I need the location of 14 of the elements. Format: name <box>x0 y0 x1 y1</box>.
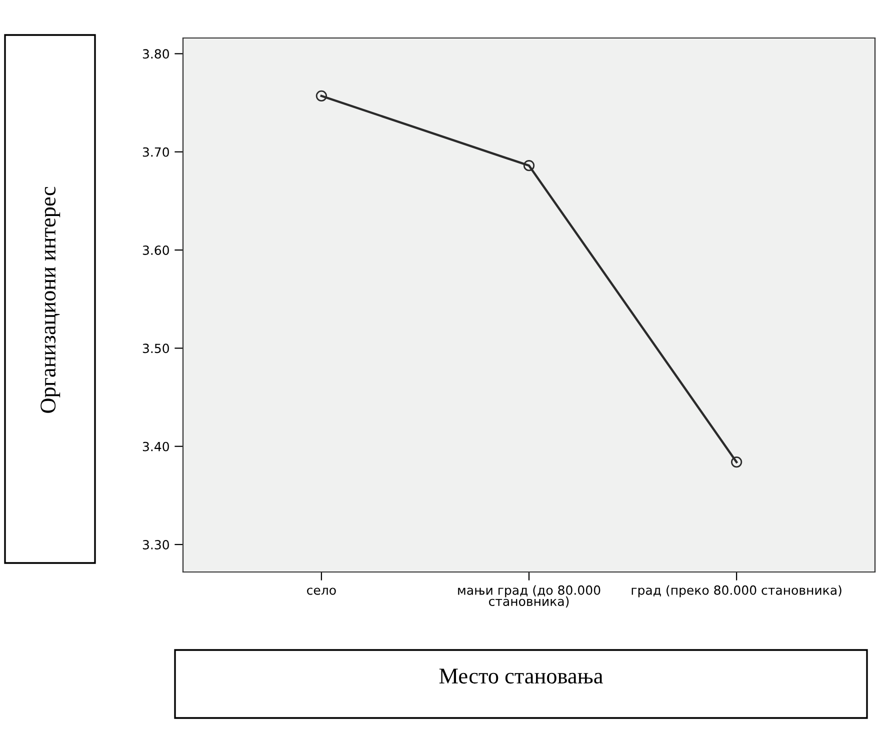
y-tick-label: 3.70 <box>142 147 169 157</box>
y-tick-label: 3.30 <box>142 540 169 550</box>
y-tick-label: 3.40 <box>142 442 169 452</box>
x-tick-label: село <box>307 588 336 595</box>
y-axis-title: Организациони интерес <box>40 186 60 413</box>
point <box>316 90 327 102</box>
y-tick-label: 3.50 <box>142 344 169 354</box>
y-tick-label: 3.80 <box>142 49 169 59</box>
x-axis-title: Место становања <box>439 668 603 684</box>
y-tick-label: 3.60 <box>142 246 169 255</box>
point <box>523 160 535 172</box>
x-tick-label: град (преко 80.000 становника) <box>632 585 842 598</box>
x-tick-label: мањи град (до 80.000 становника) <box>458 585 600 608</box>
point <box>731 456 742 468</box>
